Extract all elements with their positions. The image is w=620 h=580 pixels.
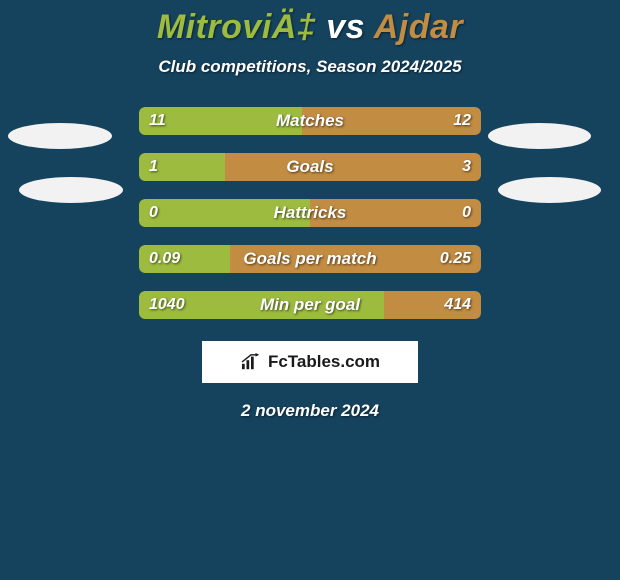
chart-icon xyxy=(240,353,262,371)
date-text: 2 november 2024 xyxy=(241,401,379,421)
fctables-banner[interactable]: FcTables.com xyxy=(202,341,418,383)
ellipse-left-bot xyxy=(19,177,123,203)
banner-text: FcTables.com xyxy=(268,352,380,372)
stat-row: 0.09 Goals per match 0.25 xyxy=(139,245,481,273)
stat-value-right: 0 xyxy=(462,204,471,222)
ellipse-right-bot xyxy=(498,177,601,203)
stat-value-left: 0.09 xyxy=(149,250,180,268)
page-title: MitroviÄ‡ vs Ajdar xyxy=(157,8,463,47)
bar-left xyxy=(139,199,310,227)
bar-right xyxy=(310,199,481,227)
stats-section: 11 Matches 12 1 Goals 3 0 Hattricks 0 0.… xyxy=(0,107,620,319)
stat-value-right: 0.25 xyxy=(440,250,471,268)
stat-row: 1040 Min per goal 414 xyxy=(139,291,481,319)
ellipse-left-top xyxy=(8,123,112,149)
vs-text: vs xyxy=(326,8,365,46)
stat-value-left: 1040 xyxy=(149,296,185,314)
player2-name: Ajdar xyxy=(374,8,463,46)
stat-value-left: 0 xyxy=(149,204,158,222)
stat-value-left: 1 xyxy=(149,158,158,176)
stat-value-right: 414 xyxy=(444,296,471,314)
bar-right xyxy=(225,153,482,181)
stat-value-right: 3 xyxy=(462,158,471,176)
stat-row: 11 Matches 12 xyxy=(139,107,481,135)
ellipse-right-top xyxy=(488,123,591,149)
stat-value-right: 12 xyxy=(453,112,471,130)
player1-name: MitroviÄ‡ xyxy=(157,8,316,46)
stat-value-left: 11 xyxy=(149,112,166,130)
stat-row: 1 Goals 3 xyxy=(139,153,481,181)
subtitle: Club competitions, Season 2024/2025 xyxy=(158,57,461,77)
stat-row: 0 Hattricks 0 xyxy=(139,199,481,227)
